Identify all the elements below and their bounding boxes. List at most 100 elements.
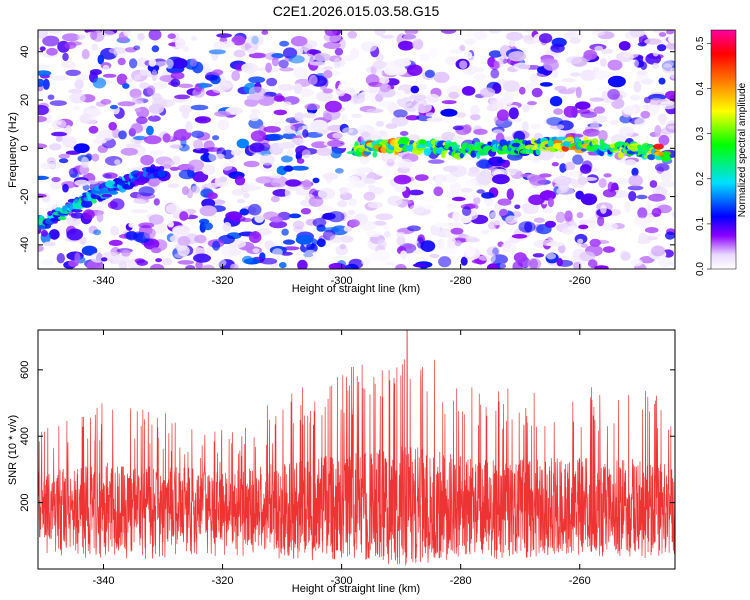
heatmap-cell (101, 257, 108, 262)
heatmap-cell (551, 68, 559, 79)
heatmap-cell (250, 109, 261, 115)
heatmap-cell (246, 94, 264, 101)
heatmap-cell (316, 147, 333, 157)
heatmap-cell (344, 263, 359, 269)
heatmap-cell (375, 120, 385, 127)
heatmap-cell (48, 229, 60, 240)
heatmap-cell (302, 129, 309, 138)
heatmap-cell (589, 221, 597, 229)
heatmap-cell (591, 115, 608, 123)
heatmap-cell (662, 63, 673, 74)
heatmap-cell (338, 83, 351, 91)
heatmap-cell (489, 60, 500, 70)
heatmap-cell (394, 185, 407, 193)
heatmap-cell (282, 129, 297, 135)
heatmap-cell (624, 201, 631, 213)
heatmap-cell (129, 58, 138, 69)
heatmap-cell (576, 212, 584, 219)
heatmap-cell (581, 151, 589, 160)
heatmap-cell (73, 143, 90, 154)
heatmap-cell (568, 30, 580, 33)
heatmap-cell (299, 88, 315, 97)
heatmap-cell (131, 209, 149, 214)
heatmap-cell (278, 59, 289, 69)
heatmap-cell (523, 207, 538, 215)
heatmap-cell (46, 157, 57, 165)
heatmap-cell (296, 158, 305, 164)
heatmap-cell (146, 85, 156, 96)
heatmap-cell (502, 80, 520, 92)
heatmap-ridge-cell (99, 187, 111, 194)
heatmap-cell (580, 193, 598, 206)
heatmap-cell (169, 144, 183, 149)
heatmap-cell (323, 41, 341, 50)
heatmap-cell (68, 167, 78, 178)
heatmap-cell (198, 82, 208, 89)
heatmap-cell (449, 49, 463, 54)
heatmap-cell (74, 79, 84, 90)
heatmap-cell (116, 73, 128, 86)
heatmap-cell (514, 204, 521, 210)
heatmap-cell (163, 164, 172, 169)
heatmap-cell (583, 49, 598, 60)
heatmap-ridge-cell (58, 216, 67, 221)
heatmap-cell (664, 231, 675, 240)
heatmap-cell (600, 204, 607, 214)
heatmap-cell (359, 221, 377, 231)
heatmap-cell (448, 91, 460, 99)
snr-panel: -340 -320 -300 -280 -260 200 400 600 Height of… (7, 329, 676, 595)
heatmap-cell (519, 86, 526, 95)
heatmap-cell (247, 203, 262, 216)
heatmap-cell (38, 143, 48, 149)
heatmap-cell (468, 166, 480, 174)
heatmap-cell (592, 30, 605, 36)
heatmap-cell (283, 239, 295, 245)
heatmap-cell (602, 189, 617, 198)
heatmap-cell (51, 176, 61, 183)
heatmap-cell (395, 264, 407, 269)
heatmap-cell (43, 241, 56, 247)
heatmap-cell (488, 222, 497, 230)
heatmap-cell (347, 31, 358, 39)
heatmap-cell (528, 175, 547, 186)
heatmap-cell (546, 117, 563, 126)
heatmap-cell (400, 250, 408, 260)
heatmap-ridge-cell (459, 153, 464, 159)
snr-x-tick-label: -320 (212, 575, 234, 587)
heatmap-cell (486, 263, 499, 269)
heatmap-cell (241, 183, 258, 192)
heatmap-cell (333, 57, 341, 69)
heatmap-cell (272, 173, 282, 179)
heatmap-y-axis: 40 20 0 -20 -40 (19, 46, 675, 253)
heatmap-cell (290, 124, 303, 131)
heatmap-cell (561, 78, 576, 83)
heatmap-cell (182, 46, 190, 52)
heatmap-cell (648, 232, 662, 238)
heatmap-cell (308, 75, 318, 85)
heatmap-cell (110, 198, 125, 211)
heatmap-ridge-cell (137, 175, 150, 183)
heatmap-cell (607, 181, 615, 193)
heatmap-cell (491, 100, 505, 111)
heatmap-cell (290, 36, 308, 47)
heatmap-cell (564, 161, 576, 171)
heatmap-cell (597, 86, 609, 92)
heatmap-cell (464, 38, 476, 45)
heatmap-cell (642, 104, 652, 110)
heatmap-cell (663, 125, 675, 134)
heatmap-cell (150, 263, 165, 269)
heatmap-cell (271, 56, 279, 67)
heatmap-cell (409, 204, 425, 215)
heatmap-cell (266, 77, 278, 87)
heatmap-cell (151, 69, 158, 82)
heatmap-x-tick-label: -280 (450, 275, 472, 287)
heatmap-cell (539, 82, 553, 87)
heatmap-cell (130, 123, 143, 134)
heatmap-frame (37, 29, 676, 270)
heatmap-cell (281, 155, 293, 163)
heatmap-cell (551, 162, 559, 167)
heatmap-cell (199, 205, 217, 217)
heatmap-cell (601, 48, 613, 54)
heatmap-cell (147, 177, 160, 187)
